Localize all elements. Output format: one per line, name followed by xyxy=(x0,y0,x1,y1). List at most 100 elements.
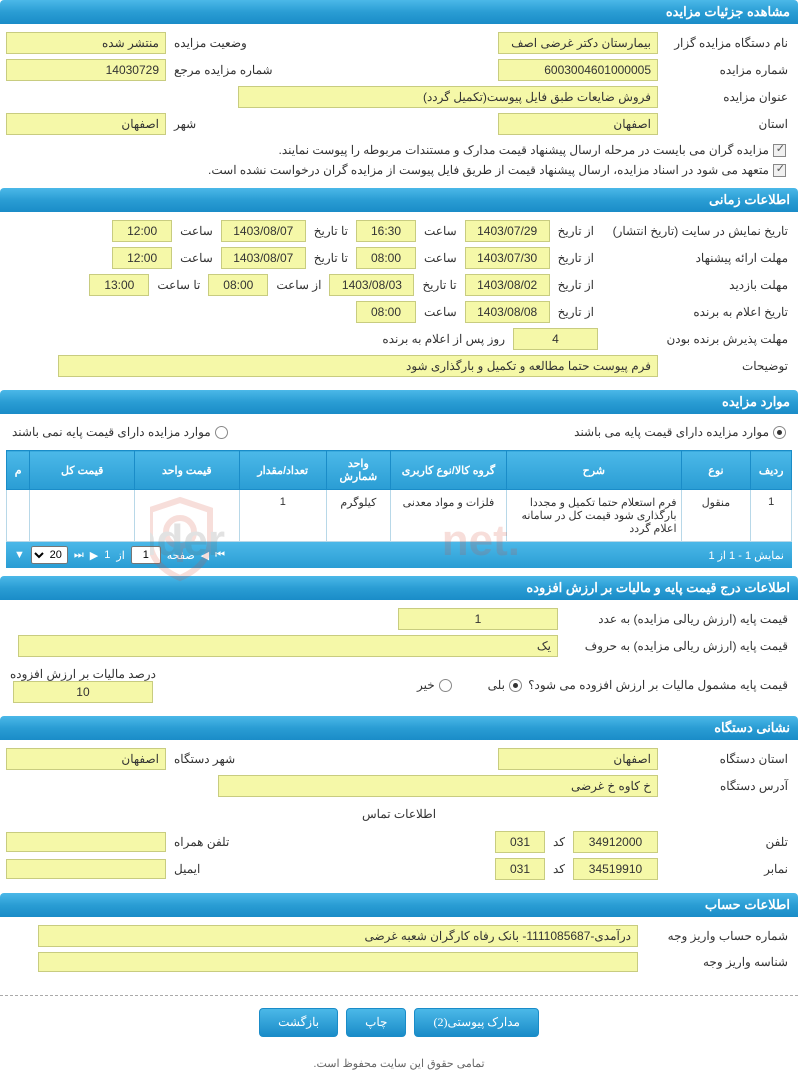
acc-id-label: شناسه واریز وجه xyxy=(642,955,792,969)
time-label: ساعت xyxy=(420,305,461,319)
ref-no-label: شماره مزایده مرجع xyxy=(170,63,277,77)
note2: متعهد می شود در اسناد مزایده، ارسال پیشن… xyxy=(6,160,792,180)
col-m: م xyxy=(7,451,30,490)
display-label: تاریخ نمایش در سایت (تاریخ انتشار) xyxy=(602,224,792,238)
cell-qty: 1 xyxy=(239,490,326,542)
pager-first-icon[interactable]: ⏮ xyxy=(215,549,225,562)
price-header: اطلاعات درج قیمت پایه و مالیات بر ارزش ا… xyxy=(0,576,798,600)
display-from-time: 16:30 xyxy=(356,220,416,242)
time-label: ساعت xyxy=(420,224,461,238)
checkbox-icon xyxy=(773,144,786,157)
from-date-label: از تاریخ xyxy=(554,251,598,265)
cell-type: منقول xyxy=(681,490,751,542)
base-word-field: یک xyxy=(18,635,558,657)
details-header: مشاهده جزئیات مزایده xyxy=(0,0,798,24)
time-label: ساعت xyxy=(176,224,217,238)
mobile-label: تلفن همراه xyxy=(170,835,233,849)
radio-has-base[interactable]: موارد مزایده دارای قیمت پایه می باشند xyxy=(568,422,792,442)
attachments-button[interactable]: مدارک پیوستی(2) xyxy=(414,1008,538,1037)
col-idx: ردیف xyxy=(751,451,792,490)
items-table: ردیف نوع شرح گروه کالا/نوع کاربری واحد ش… xyxy=(6,450,792,542)
account-header: اطلاعات حساب xyxy=(0,893,798,917)
auction-no-label: شماره مزایده xyxy=(662,63,792,77)
radio-no[interactable]: خیر xyxy=(411,675,458,695)
col-unit: واحد شمارش xyxy=(326,451,390,490)
time-header: اطلاعات زمانی xyxy=(0,188,798,212)
cell-desc: فرم استعلام حتما تکمیل و مجددا بارگذاری … xyxy=(507,490,681,542)
pager-info: نمایش 1 - 1 از 1 xyxy=(708,549,784,562)
cell-group: فلزات و مواد معدنی xyxy=(390,490,506,542)
from-time-label: از ساعت xyxy=(272,278,325,292)
proposal-from-date: 1403/07/30 xyxy=(465,247,550,269)
announce-date: 1403/08/08 xyxy=(465,301,550,323)
announce-time: 08:00 xyxy=(356,301,416,323)
items-body: موارد مزایده دارای قیمت پایه می باشند مو… xyxy=(0,414,798,576)
status-field: منتشر شده xyxy=(6,32,166,54)
desc-field: فرم پیوست حتما مطالعه و تکمیل و بارگذاری… xyxy=(58,355,658,377)
col-desc: شرح xyxy=(507,451,681,490)
address-body: استان دستگاه اصفهان شهر دستگاه اصفهان آد… xyxy=(0,740,798,893)
desc-label: توضیحات xyxy=(662,359,792,373)
col-total: قیمت کل xyxy=(30,451,135,490)
page-input[interactable] xyxy=(131,546,161,564)
accept-days: 4 xyxy=(513,328,598,350)
cell-uprice xyxy=(134,490,239,542)
dev-city-field: اصفهان xyxy=(6,748,166,770)
time-label: ساعت xyxy=(176,251,217,265)
page-size-select[interactable]: 20 xyxy=(31,546,68,564)
back-button[interactable]: بازگشت xyxy=(259,1008,338,1037)
acc-id-field xyxy=(38,952,638,972)
details-body: نام دستگاه مزایده گزار بیمارستان دکتر غر… xyxy=(0,24,798,188)
col-type: نوع xyxy=(681,451,751,490)
accept-label: مهلت پذیرش برنده بودن xyxy=(602,332,792,346)
vat-q-label: قیمت پایه مشمول مالیات بر ارزش افزوده می… xyxy=(532,678,792,692)
dev-city-label: شهر دستگاه xyxy=(170,752,239,766)
city-field: اصفهان xyxy=(6,113,166,135)
radio-icon xyxy=(215,426,228,439)
note1: مزایده گران می بایست در مرحله ارسال پیشن… xyxy=(6,140,792,160)
fax-code-field: 031 xyxy=(495,858,545,880)
col-group: گروه کالا/نوع کاربری xyxy=(390,451,506,490)
proposal-from-time: 08:00 xyxy=(356,247,416,269)
cell-idx: 1 xyxy=(751,490,792,542)
pager-next-icon[interactable]: ▶ xyxy=(90,549,98,562)
main-container: AriaTender .net مشاهده جزئیات مزایده نام… xyxy=(0,0,798,1078)
dev-province-field: اصفهان xyxy=(498,748,658,770)
base-num-field: 1 xyxy=(398,608,558,630)
acc-label: شماره حساب واریز وجه xyxy=(642,929,792,943)
pager-prev-icon[interactable]: ◀ xyxy=(201,549,209,562)
account-body: شماره حساب واریز وجه درآمدی-1111085687- … xyxy=(0,917,798,985)
note1-text: مزایده گران می بایست در مرحله ارسال پیشن… xyxy=(279,143,769,157)
contact-title: اطلاعات تماس xyxy=(6,807,792,821)
address-header: نشانی دستگاه xyxy=(0,716,798,740)
from-date-label: از تاریخ xyxy=(554,224,598,238)
phone-field: 34912000 xyxy=(573,831,658,853)
base-num-label: قیمت پایه (ارزش ریالی مزایده) به عدد xyxy=(562,612,792,626)
action-buttons: مدارک پیوستی(2) چاپ بازگشت xyxy=(0,995,798,1049)
proposal-to-time: 12:00 xyxy=(112,247,172,269)
phone-label: تلفن xyxy=(662,835,792,849)
mobile-field xyxy=(6,832,166,852)
visit-to-date: 1403/08/03 xyxy=(329,274,414,296)
from-date-label: از تاریخ xyxy=(554,278,598,292)
city-label: شهر xyxy=(170,117,200,131)
radio-no-base[interactable]: موارد مزایده دارای قیمت پایه نمی باشند xyxy=(6,422,234,442)
visit-from-date: 1403/08/02 xyxy=(465,274,550,296)
announce-label: تاریخ اعلام به برنده xyxy=(602,305,792,319)
items-header: موارد مزایده xyxy=(0,390,798,414)
radio-yes[interactable]: بلی xyxy=(482,675,528,695)
print-button[interactable]: چاپ xyxy=(346,1008,406,1037)
radio-icon xyxy=(439,679,452,692)
of-val: 1 xyxy=(104,549,110,561)
display-from-date: 1403/07/29 xyxy=(465,220,550,242)
col-qty: تعداد/مقدار xyxy=(239,451,326,490)
visit-from-time: 08:00 xyxy=(208,274,268,296)
to-date-label: تا تاریخ xyxy=(310,224,352,238)
radio-icon xyxy=(509,679,522,692)
dev-province-label: استان دستگاه xyxy=(662,752,792,766)
pager-last-icon[interactable]: ⏭ xyxy=(74,549,84,562)
price-body: قیمت پایه (ارزش ریالی مزایده) به عدد 1 ق… xyxy=(0,600,798,716)
auction-no-field: 6003004601000005 xyxy=(498,59,658,81)
email-label: ایمیل xyxy=(170,862,204,876)
of-label: از xyxy=(116,549,124,562)
